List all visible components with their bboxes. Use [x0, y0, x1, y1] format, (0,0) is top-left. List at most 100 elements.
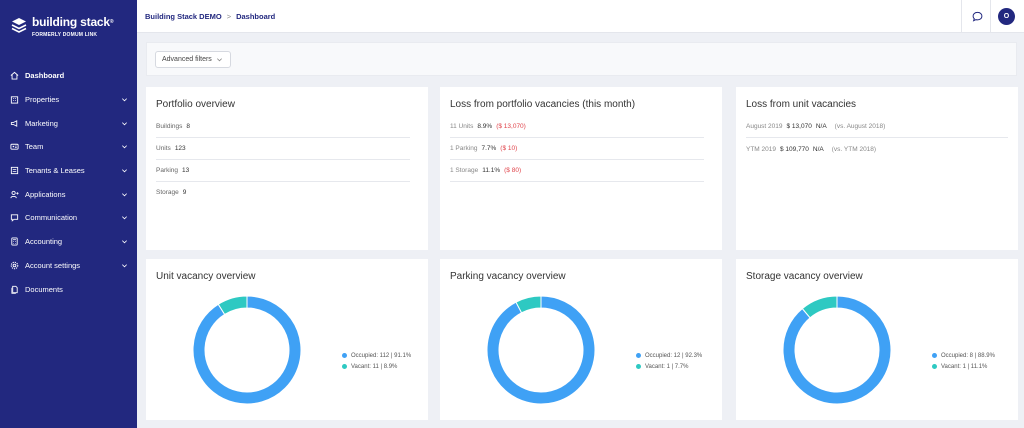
stat-row-units: 11 Units 8.9% ($ 13,070) [450, 116, 704, 138]
chevron-down-icon [122, 193, 127, 197]
sidebar-item-team[interactable]: Team [0, 135, 137, 159]
stat-amount: $ 13,070 [786, 123, 812, 130]
occupied-dot-icon [932, 353, 937, 358]
sidebar-item-label: Tenants & Leases [25, 166, 85, 176]
logo[interactable]: building stack® FORMERLY DOMUM LINK [11, 15, 114, 38]
sidebar-item-marketing[interactable]: Marketing [0, 111, 137, 135]
donut-slice-occupied[interactable] [486, 295, 596, 405]
stat-label: Units [156, 145, 171, 152]
stat-percent: 8.9% [477, 123, 493, 130]
stat-row-parking: Parking 13 [156, 160, 410, 182]
legend-label: Vacant: 1 | 11.1% [941, 363, 988, 370]
gear-icon [10, 261, 19, 270]
stat-compare: (vs. YTM 2018) [831, 145, 877, 153]
stat-label: 1 Storage [450, 167, 479, 174]
stat-percent: 7.7% [481, 145, 497, 152]
tenants-icon [10, 166, 19, 175]
chevron-down-icon [122, 145, 127, 149]
sidebar-item-label: Team [25, 142, 44, 152]
stat-value: 8 [186, 123, 191, 130]
sidebar-item-communication[interactable]: Communication [0, 206, 137, 230]
sidebar-item-applications[interactable]: Applications [0, 182, 137, 206]
stat-label: YTM 2019 [746, 145, 776, 153]
user-plus-icon [10, 190, 19, 199]
advanced-filters-dropdown[interactable]: Advanced filters [155, 51, 231, 68]
stat-row-storage: 1 Storage 11.1% ($ 80) [450, 160, 704, 182]
advanced-filters-label: Advanced filters [162, 56, 212, 63]
stat-compare: (vs. August 2018) [834, 123, 886, 130]
sidebar-item-label: Properties [25, 95, 60, 105]
card-title: Loss from portfolio vacancies (this mont… [450, 99, 636, 110]
stat-row-storage: Storage 9 [156, 181, 410, 203]
stat-value: 123 [174, 145, 186, 152]
stat-amount: $ 109,770 [780, 145, 809, 153]
logo-tagline: FORMERLY DOMUM LINK [32, 32, 98, 38]
stat-change: N/A [815, 123, 827, 130]
vacant-dot-icon [932, 364, 937, 369]
sidebar-item-accounting[interactable]: Accounting [0, 230, 137, 254]
user-avatar[interactable]: O [998, 8, 1015, 25]
donut-slice-occupied[interactable] [192, 295, 302, 405]
sidebar-nav: Dashboard Properties Marketing Team Tena… [0, 64, 137, 301]
chevron-down-icon [122, 240, 127, 244]
vacant-dot-icon [342, 364, 347, 369]
parking-vacancy-donut-chart[interactable] [485, 294, 597, 406]
unit-vacancy-donut-chart[interactable] [191, 294, 303, 406]
logo-name: building stack® [32, 15, 114, 29]
stat-row-month: August 2019 $ 13,070 N/A (vs. August 201… [746, 116, 1008, 138]
occupied-dot-icon [342, 353, 347, 358]
megaphone-icon [10, 119, 19, 128]
stat-value: 9 [182, 188, 187, 196]
sidebar-item-properties[interactable]: Properties [0, 88, 137, 112]
chevron-down-icon [122, 169, 127, 173]
stat-row-buildings: Buildings 8 [156, 116, 410, 138]
breadcrumb-current: Dashboard [236, 12, 276, 21]
chevron-down-icon [216, 58, 222, 62]
legend-item-vacant: Vacant: 11 | 8.9% [342, 361, 411, 372]
sidebar-item-documents[interactable]: Documents [0, 277, 137, 301]
card-title: Loss from unit vacancies [746, 99, 857, 110]
divider [961, 0, 962, 33]
stat-label: Buildings [156, 123, 183, 130]
vacant-dot-icon [636, 364, 641, 369]
sidebar-item-tenants-leases[interactable]: Tenants & Leases [0, 159, 137, 183]
divider [990, 0, 991, 33]
unit-vacancy-card: Unit vacancy overview Occupied: 112 | 91… [146, 259, 428, 420]
stat-label: August 2019 [746, 123, 783, 130]
sidebar-item-label: Accounting [25, 237, 63, 247]
storage-vacancy-card: Storage vacancy overview Occupied: 8 | 8… [736, 259, 1018, 420]
stat-label: Storage [156, 188, 179, 196]
home-icon [10, 71, 19, 80]
legend-label: Occupied: 112 | 91.1% [351, 352, 412, 359]
stat-value: 13 [182, 167, 190, 174]
sidebar-item-dashboard[interactable]: Dashboard [0, 64, 137, 88]
stat-row-parking: 1 Parking 7.7% ($ 10) [450, 138, 704, 160]
documents-icon [10, 285, 19, 294]
occupied-dot-icon [636, 353, 641, 358]
chevron-down-icon [122, 264, 127, 268]
legend-label: Occupied: 8 | 88.9% [941, 352, 995, 359]
card-title: Unit vacancy overview [156, 271, 256, 282]
team-icon [10, 142, 19, 151]
card-title: Parking vacancy overview [450, 271, 566, 282]
sidebar-item-label: Applications [25, 189, 66, 199]
sidebar-item-account-settings[interactable]: Account settings [0, 254, 137, 278]
stat-amount: ($ 80) [504, 167, 522, 174]
chevron-down-icon [122, 122, 127, 126]
messages-button[interactable] [969, 8, 985, 24]
breadcrumb-link-demo[interactable]: Building Stack DEMO [145, 12, 222, 21]
donut-slice-occupied[interactable] [782, 295, 892, 405]
stat-amount: ($ 10) [500, 145, 518, 152]
breadcrumb-separator: > [226, 12, 232, 21]
legend-label: Vacant: 1 | 7.7% [645, 363, 689, 370]
chart-legend: Occupied: 112 | 91.1% Vacant: 11 | 8.9% [342, 350, 411, 372]
storage-vacancy-donut-chart[interactable] [781, 294, 893, 406]
legend-item-occupied: Occupied: 8 | 88.9% [932, 350, 995, 361]
top-bar: Building Stack DEMO > Dashboard O [137, 0, 1024, 33]
chat-icon [10, 213, 19, 223]
legend-label: Occupied: 12 | 92.3% [645, 352, 703, 359]
portfolio-overview-card: Portfolio overview Buildings 8 Units 123… [146, 87, 428, 250]
sidebar-item-label: Communication [25, 213, 78, 223]
sidebar-item-label: Documents [25, 284, 63, 294]
stat-amount: ($ 13,070) [496, 123, 526, 130]
